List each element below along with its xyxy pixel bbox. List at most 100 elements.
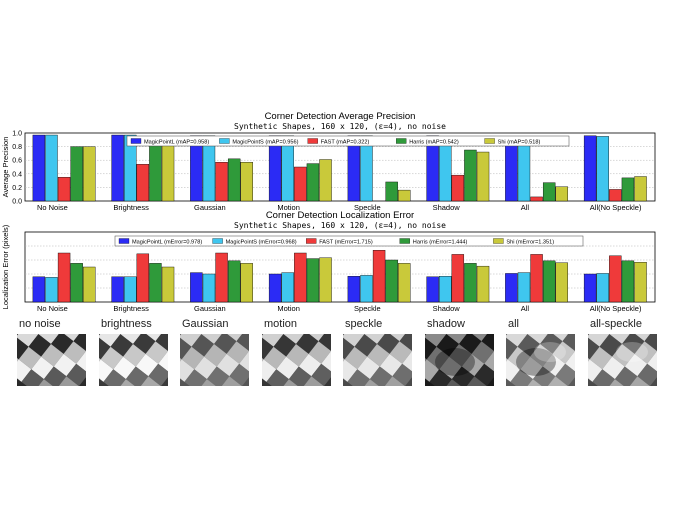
legend-label: MagicPointS (mError=0.968): [226, 239, 297, 245]
bar-magicpoints: [439, 276, 452, 303]
category-label: Gaussian: [194, 304, 226, 313]
bar-magicpointl: [583, 273, 597, 303]
bar-magicpointl: [32, 276, 46, 303]
bar-magicpointl: [426, 276, 439, 303]
localization-error-chart: Corner Detection Localization ErrorSynth…: [1, 210, 656, 313]
bar-harris: [621, 177, 635, 202]
bar-fast: [451, 254, 465, 303]
bar-harris: [621, 260, 635, 303]
legend-swatch-harris: [396, 138, 407, 144]
bar-fast: [609, 255, 622, 303]
bar-magicpointl: [111, 134, 124, 202]
category-label: All: [521, 304, 530, 313]
bar-shi: [319, 257, 332, 303]
plot-frame: [24, 132, 656, 202]
bar-harris: [306, 163, 320, 202]
bar-magicpointl: [347, 276, 361, 303]
bar-magicpointl: [347, 135, 361, 202]
bar-fast: [294, 166, 307, 202]
legend-swatch-magicpointl: [118, 238, 130, 244]
y-axis-label: Average Precision: [1, 137, 10, 198]
bar-magicpoints: [202, 273, 216, 303]
y-axis-label: Localization Error (pixels): [1, 224, 10, 309]
legend-label: Shi (mAP=0.518): [498, 139, 541, 145]
bar-fast: [609, 189, 622, 202]
legend-label: Harris (mError=1.444): [413, 239, 468, 245]
bar-magicpointl: [268, 135, 282, 202]
category-label: All(No Speckle): [590, 304, 642, 313]
chart-subtitle: Synthetic Shapes, 160 x 120, (ε=4), no n…: [234, 221, 446, 230]
category-label: No Noise: [37, 304, 68, 313]
legend-label: FAST (mError=1.715): [319, 239, 373, 245]
bar-shi: [555, 262, 568, 303]
legend: MagicPointL (mAP=0.958) MagicPointS (mAP=…: [126, 135, 570, 147]
legend-label: Shi (mError=1.351): [506, 239, 554, 245]
bar-harris: [70, 146, 83, 202]
legend-label: MagicPointL (mAP=0.958): [144, 139, 209, 145]
bar-magicpointl: [583, 135, 597, 202]
bar-shi: [476, 265, 490, 303]
bar-shi: [634, 176, 647, 202]
chart-title: Corner Detection Localization Error: [266, 210, 414, 221]
bar-magicpoints: [596, 136, 609, 202]
bar-magicpointl: [426, 135, 439, 202]
bar-magicpoints: [45, 277, 58, 303]
bar-harris: [149, 145, 162, 202]
legend: MagicPointL (mError=0.978) MagicPointS (m…: [114, 235, 584, 247]
category-label: No Noise: [37, 203, 68, 212]
chart-subtitle: Synthetic Shapes, 160 x 120, (ε=4), no n…: [234, 122, 446, 131]
bar-shi: [161, 266, 175, 303]
legend-swatch-shi: [493, 238, 504, 244]
bar-harris: [306, 258, 320, 303]
bar-harris: [464, 149, 477, 202]
bar-shi: [83, 266, 96, 303]
y-tick-label: 0.2: [12, 185, 22, 192]
legend-label: FAST (mAP=0.322): [321, 139, 370, 145]
y-tick-label: 0.4: [12, 171, 22, 178]
legend-swatch-shi: [484, 138, 495, 144]
y-tick-label: 1.0: [12, 131, 22, 138]
category-label: Speckle: [354, 304, 381, 313]
bar-shi: [555, 186, 568, 202]
bar-magicpoints: [45, 134, 58, 202]
bar-shi: [240, 263, 253, 303]
legend-label: Harris (mAP=0.542): [409, 139, 459, 145]
bar-fast: [136, 164, 150, 202]
bar-fast: [372, 249, 386, 303]
bar-fast: [451, 174, 465, 202]
category-label: Brightness: [113, 203, 149, 212]
bar-shi: [398, 189, 411, 202]
bar-magicpoints: [281, 135, 294, 202]
bar-harris: [385, 181, 398, 202]
bar-shi: [319, 159, 332, 202]
bar-magicpointl: [190, 272, 203, 303]
bar-shi: [634, 262, 647, 303]
bar-harris: [385, 259, 398, 303]
legend-swatch-magicpoints: [219, 138, 230, 144]
legend-swatch-fast: [306, 238, 317, 244]
bar-fast: [57, 176, 71, 202]
category-label: Brightness: [113, 304, 149, 313]
bar-fast: [215, 252, 228, 303]
bar-magicpointl: [268, 273, 282, 303]
bar-fast: [294, 252, 307, 303]
chart-title: Corner Detection Average Precision: [265, 111, 416, 122]
bar-magicpointl: [505, 273, 518, 303]
legend-swatch-fast: [307, 138, 318, 144]
bar-shi: [476, 151, 490, 202]
y-tick-label: 0.8: [12, 144, 22, 151]
category-label: All: [521, 203, 530, 212]
bar-fast: [57, 252, 71, 303]
bar-fast: [136, 253, 150, 303]
category-label: Gaussian: [194, 203, 226, 212]
bar-fast: [215, 162, 228, 202]
legend-box: [114, 235, 584, 247]
category-label: Shadow: [433, 304, 461, 313]
category-label: Motion: [277, 304, 300, 313]
bar-harris: [464, 263, 477, 303]
bar-shi: [240, 162, 253, 202]
average-precision-chart: Corner Detection Average PrecisionSynthe…: [1, 111, 656, 212]
y-tick-label: 0.0: [12, 199, 22, 206]
category-label: All(No Speckle): [590, 203, 642, 212]
